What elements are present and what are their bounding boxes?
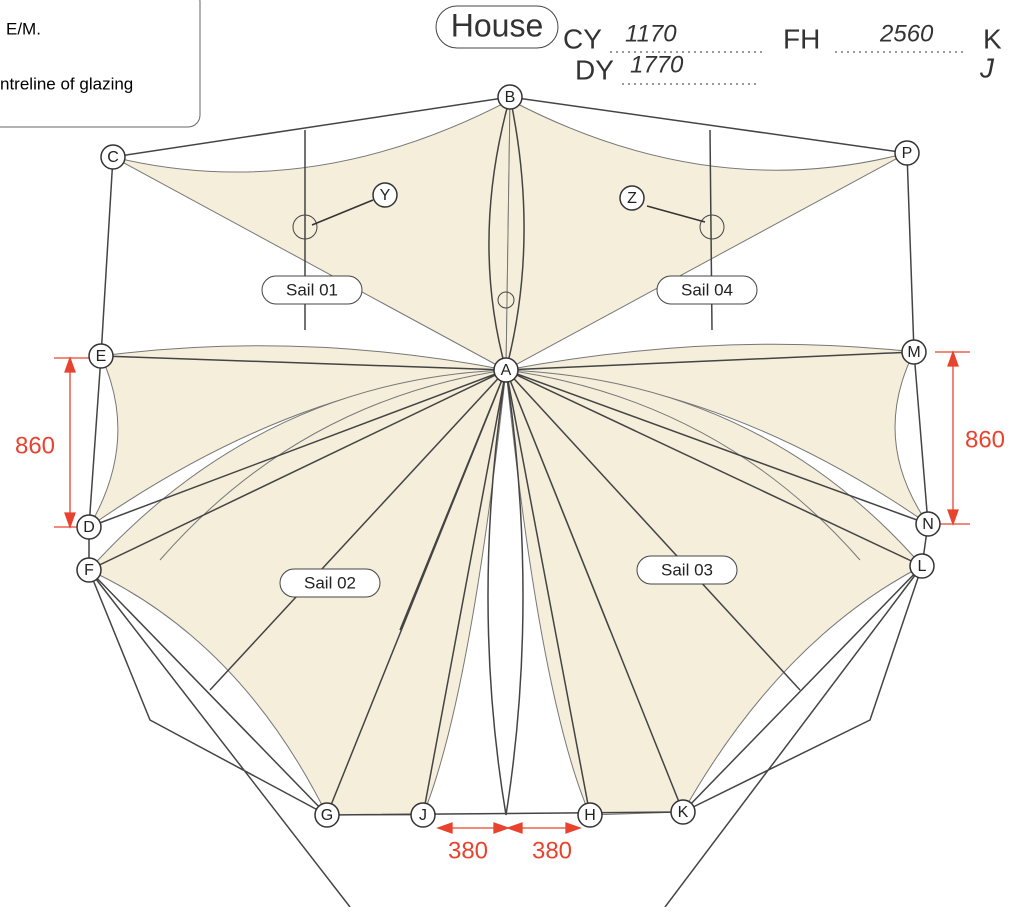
node-label: P: [902, 145, 913, 162]
node-label: C: [107, 149, 119, 166]
node-label: M: [907, 344, 920, 361]
sail-label: Sail 03: [661, 560, 713, 579]
note: ntreline of glazing: [0, 74, 133, 93]
field-label: K: [983, 23, 1002, 54]
node-label: G: [321, 807, 333, 824]
field-value: 1770: [630, 51, 684, 78]
node-label: A: [501, 362, 512, 379]
node-label: Y: [380, 187, 391, 204]
note: E/M.: [6, 19, 41, 38]
node-label: Z: [627, 190, 637, 207]
node-label: H: [584, 807, 596, 824]
node-label: D: [83, 519, 95, 536]
dimension-label: 860: [965, 426, 1005, 453]
field-label: J: [979, 52, 995, 83]
sail-label: Sail 01: [286, 280, 338, 299]
node-label: F: [84, 562, 94, 579]
sail-label: Sail 02: [304, 573, 356, 592]
dimension-label: 380: [532, 837, 572, 864]
node-label: B: [505, 89, 516, 106]
field-value: 2560: [879, 20, 934, 47]
node-label: E: [96, 348, 107, 365]
sail-label: Sail 04: [681, 280, 733, 299]
dimension-label: 860: [15, 432, 55, 459]
diagram: E/M. ntreline of glazing House CY 1170 F…: [0, 0, 1011, 907]
field-value: 1170: [625, 20, 677, 47]
dimension-label: 380: [448, 837, 488, 864]
field-label: CY: [563, 23, 602, 54]
field-label: DY: [575, 54, 614, 85]
node-label: L: [918, 558, 927, 575]
node-label: K: [678, 804, 689, 821]
field-label: FH: [783, 23, 820, 54]
house-label: House: [451, 7, 544, 43]
sails: [89, 100, 928, 815]
node-label: J: [419, 807, 427, 824]
node-label: N: [922, 516, 934, 533]
